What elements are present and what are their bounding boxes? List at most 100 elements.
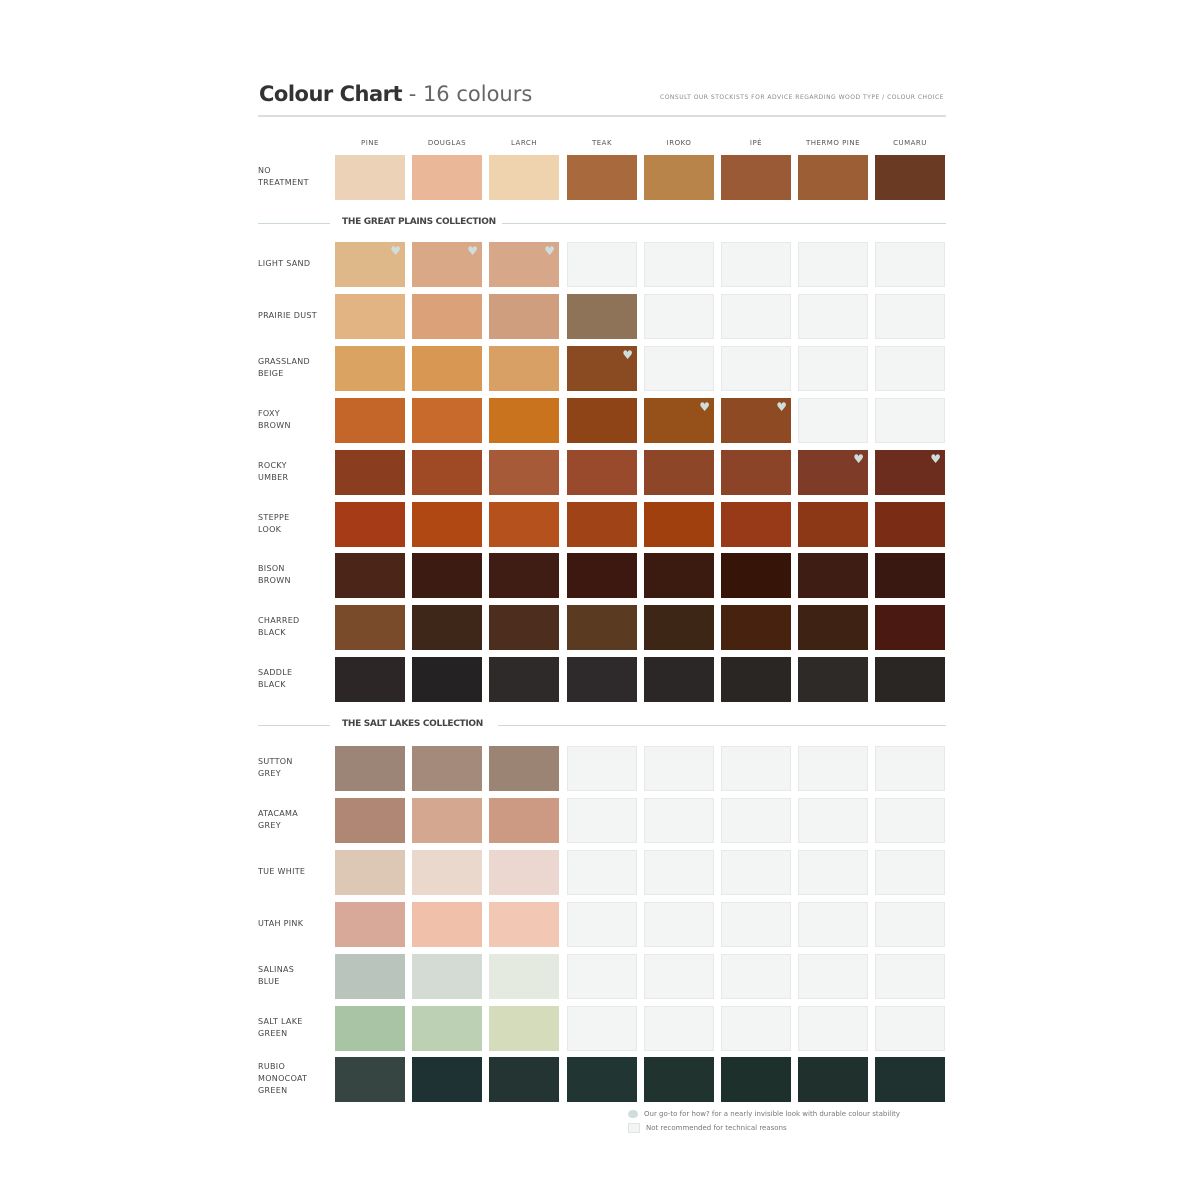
subtitle: CONSULT OUR STOCKISTS FOR ADVICE REGARDI… [660, 94, 944, 101]
colour-swatch [335, 294, 405, 339]
colour-swatch [335, 902, 405, 947]
not-recommended-cell [567, 1006, 637, 1051]
column-header-7: CUMARU [893, 139, 927, 147]
not-recommended-cell [798, 798, 868, 843]
section-divider [258, 223, 330, 224]
colour-swatch [335, 155, 405, 200]
legend-item: Our go-to for how? for a nearly invisibl… [628, 1110, 900, 1118]
not-recommended-cell [644, 346, 714, 391]
title-count: - 16 colours [402, 82, 533, 106]
not-recommended-cell [644, 850, 714, 895]
colour-swatch: ♥ [489, 242, 559, 287]
not-recommended-cell [875, 954, 945, 999]
row-label: SALINAS BLUE [258, 965, 295, 986]
not-recommended-cell [567, 902, 637, 947]
not-recommended-cell [721, 746, 791, 791]
colour-swatch [644, 553, 714, 598]
colour-swatch [721, 502, 791, 547]
not-recommended-cell [875, 902, 945, 947]
colour-swatch [412, 294, 482, 339]
not-recommended-cell [644, 746, 714, 791]
colour-swatch: ♥ [567, 346, 637, 391]
row-label: FOXY BROWN [258, 409, 291, 430]
column-header-6: THERMO PINE [805, 139, 861, 147]
colour-swatch [412, 1006, 482, 1051]
not-recommended-cell [567, 242, 637, 287]
colour-swatch [412, 605, 482, 650]
colour-swatch [489, 798, 559, 843]
colour-swatch [412, 850, 482, 895]
section-divider [258, 725, 330, 726]
row-label: NO TREATMENT [258, 166, 309, 187]
not-recommended-cell [721, 850, 791, 895]
row-label: RUBIO MONOCOAT GREEN [258, 1062, 308, 1095]
section-title: THE GREAT PLAINS COLLECTION [336, 217, 502, 227]
colour-swatch [335, 605, 405, 650]
section-divider [498, 223, 946, 224]
not-recommended-cell [875, 398, 945, 443]
colour-swatch [335, 1057, 405, 1102]
colour-swatch [412, 553, 482, 598]
colour-swatch [489, 902, 559, 947]
colour-swatch [567, 553, 637, 598]
not-recommended-cell [798, 902, 868, 947]
row-label: STEPPE LOOK [258, 513, 290, 534]
legend-text: Not recommended for technical reasons [646, 1124, 787, 1132]
legend-item: Not recommended for technical reasons [628, 1123, 787, 1133]
not-recommended-cell [875, 346, 945, 391]
colour-swatch [489, 605, 559, 650]
colour-swatch [335, 746, 405, 791]
not-recommended-cell [644, 242, 714, 287]
not-recommended-cell [567, 954, 637, 999]
colour-swatch [567, 294, 637, 339]
colour-swatch [489, 850, 559, 895]
colour-swatch [412, 798, 482, 843]
colour-swatch [489, 746, 559, 791]
not-recommended-cell [644, 902, 714, 947]
colour-swatch [489, 398, 559, 443]
colour-swatch [798, 553, 868, 598]
not-recommended-cell [875, 294, 945, 339]
not-recommended-cell [798, 954, 868, 999]
not-recommended-cell [721, 902, 791, 947]
not-recommended-cell [644, 798, 714, 843]
not-recommended-cell [875, 798, 945, 843]
colour-swatch [644, 450, 714, 495]
column-header-2: LARCH [510, 139, 537, 147]
row-label: LIGHT SAND [258, 259, 311, 268]
colour-swatch [412, 657, 482, 702]
heart-icon: ♥ [544, 244, 555, 258]
row-label: ATACAMA GREY [258, 809, 298, 830]
colour-swatch [412, 902, 482, 947]
not-recommended-cell [798, 746, 868, 791]
heart-icon: ♥ [467, 244, 478, 258]
colour-swatch [875, 657, 945, 702]
colour-swatch [412, 155, 482, 200]
page-title: Colour Chart - 16 colours [259, 82, 532, 106]
section-header: THE SALT LAKES COLLECTION [258, 719, 946, 731]
not-recommended-cell [721, 798, 791, 843]
row-label: PRAIRIE DUST [258, 311, 317, 320]
not-recommended-cell [567, 850, 637, 895]
colour-swatch [798, 657, 868, 702]
legend-text: Our go-to for how? for a nearly invisibl… [644, 1110, 901, 1118]
colour-swatch [412, 450, 482, 495]
colour-swatch [489, 450, 559, 495]
row-label: SALT LAKE GREEN [258, 1017, 303, 1038]
not-recommended-cell [875, 242, 945, 287]
column-header-3: TEAK [591, 139, 613, 147]
row-label: SUTTON GREY [258, 757, 293, 778]
heart-icon: ♥ [930, 452, 941, 466]
not-recommended-cell [721, 346, 791, 391]
section-header: THE GREAT PLAINS COLLECTION [258, 217, 946, 229]
colour-swatch [644, 155, 714, 200]
colour-swatch [489, 954, 559, 999]
heart-icon: ♥ [622, 348, 633, 362]
section-title: THE SALT LAKES COLLECTION [336, 719, 490, 729]
colour-swatch: ♥ [721, 398, 791, 443]
row-label: ROCKY UMBER [258, 461, 289, 482]
row-label: UTAH PINK [258, 919, 304, 928]
header-divider [258, 115, 946, 117]
not-recommended-cell [721, 954, 791, 999]
colour-swatch [875, 155, 945, 200]
